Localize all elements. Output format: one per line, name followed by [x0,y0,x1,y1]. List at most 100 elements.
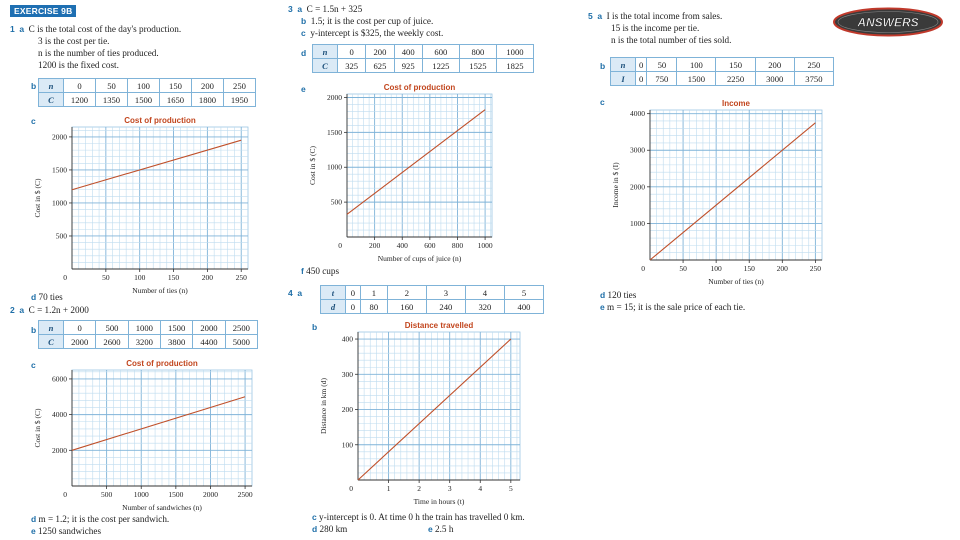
x-tick-label: 250 [810,264,822,273]
table-cell: 240 [425,299,466,314]
q4-part-e: e 2.5 h [428,524,454,534]
table-cell: 4400 [192,334,226,349]
table-cell: 800 [458,44,497,59]
origin-label: 0 [63,273,67,282]
table-cell: 1500 [159,320,194,335]
origin-label: 0 [641,264,645,273]
table-cell: 1800 [191,92,224,107]
y-tick-label: 300 [342,370,354,379]
table-cell: 4 [464,285,505,300]
y-tick-label: 3000 [630,146,645,155]
chart-title: Cost of production [384,83,456,92]
table-header-cell: n [38,78,64,93]
table-cell: 3000 [754,71,795,86]
x-axis-label: Number of sandwiches (n) [122,503,202,512]
y-axis-label: Distance in km (d) [319,377,328,434]
series-line [71,139,242,191]
y-tick-label: 6000 [52,374,67,383]
table-cell: 1 [359,285,388,300]
table-cell: 2250 [715,71,756,86]
table-cell: 0 [345,285,361,300]
table-cell: 1650 [159,92,192,107]
y-tick-label: 4000 [52,410,67,419]
table-header-cell: n [38,320,64,335]
table-cell: 80 [359,299,388,314]
series-line [346,109,486,215]
table-cell: 2000 [62,334,97,349]
table-cell: 1225 [421,58,460,73]
y-tick-label: 500 [331,198,343,207]
x-tick-label: 100 [134,273,146,282]
q1-value-table: n 0 50 100 150 200 250 C 1200 1350 1500 1650 1800 195… [38,78,256,107]
q4-part-c: c y-intercept is 0. At time 0 h the trai… [312,512,525,522]
q5-label-c: c [600,97,605,107]
table-cell: 5000 [224,334,259,349]
q1-line-1: 3 is the cost per tie. [38,36,110,46]
q5-value-table: n 0 50 100 150 200 250 I 0 750 1500 2250 3000 3750 [610,57,835,86]
q3-cost-chart: Cost of production 200 400 600 800 1000 500 100… [308,83,493,263]
x-tick-label: 2500 [238,490,253,499]
q1-part-a: 1 a C is the total cost of the day's pro… [10,24,182,34]
q5-part-e: e m = 15; it is the sale price of each t… [600,302,746,312]
x-tick-label: 1500 [168,490,183,499]
x-tick-label: 500 [101,490,113,499]
y-axis-label: Cost in $ (C) [33,178,42,217]
y-tick-label: 100 [342,440,354,449]
q4-value-table: t 0 1 2 3 4 5 d 0 80 160 240 320 400 [320,285,545,314]
y-tick-label: 1500 [52,165,67,174]
x-tick-label: 250 [236,273,248,282]
table-cell: 400 [393,44,423,59]
table-cell: 2500 [224,320,259,335]
q1-part-d: d 70 ties [31,292,63,302]
q2-label-b: b [31,325,37,335]
table-header-cell: C [38,92,64,107]
x-tick-label: 150 [168,273,180,282]
table-cell: 160 [386,299,427,314]
plot-area [346,93,493,238]
table-cell: 1500 [127,92,160,107]
x-tick-label: 1000 [478,241,493,250]
q1-label-b: b [31,81,37,91]
y-tick-label: 1000 [52,198,67,207]
table-cell: 0 [336,44,367,59]
table-cell: 150 [715,57,756,72]
table-cell: 1950 [223,92,256,107]
table-cell: 3750 [793,71,835,86]
q3-part-a: 3 a C = 1.5n + 325 [288,4,363,14]
q2-label-c: c [31,360,36,370]
y-tick-label: 500 [56,231,68,240]
x-tick-label: 50 [102,273,110,282]
chart-title: Income [722,99,751,108]
table-cell: 1000 [127,320,161,335]
q2-cost-chart: Cost of production 500 1000 1500 2000 2500 200… [33,359,253,512]
table-cell: 2 [386,285,427,300]
table-header-cell: n [312,44,338,59]
table-cell: 0 [634,57,648,72]
table-header-cell: t [320,285,346,300]
table-cell: 100 [676,57,717,72]
y-tick-label: 1000 [327,163,342,172]
table-cell: 0 [634,71,648,86]
table-row: C 325 625 925 1225 1525 1825 [312,58,535,73]
table-cell: 200 [365,44,395,59]
x-tick-label: 1 [387,484,391,493]
table-row: I 0 750 1500 2250 3000 3750 [610,71,835,86]
table-header-cell: n [610,57,636,72]
table-row: n 0 500 1000 1500 2000 2500 [38,320,259,335]
x-axis-label: Number of ties (n) [132,286,188,295]
q2-value-table: n 0 500 1000 1500 2000 2500 C 2000 2600 3200 3800 44… [38,320,259,349]
q4-distance-chart: Distance travelled 1 2 3 4 5 100 200 300 400 0 Time… [319,321,521,506]
table-cell: 2600 [95,334,129,349]
table-cell: 0 [62,320,97,335]
table-header-cell: I [610,71,636,86]
x-axis-label: Time in hours (t) [414,497,465,506]
x-tick-label: 1000 [134,490,149,499]
table-cell: 600 [421,44,460,59]
q2-part-e: e 1250 sandwiches [31,526,102,536]
y-tick-label: 1000 [630,219,645,228]
origin-label: 0 [63,490,67,499]
x-tick-label: 2000 [203,490,218,499]
x-tick-label: 400 [397,241,409,250]
chart-title: Distance travelled [405,321,474,330]
